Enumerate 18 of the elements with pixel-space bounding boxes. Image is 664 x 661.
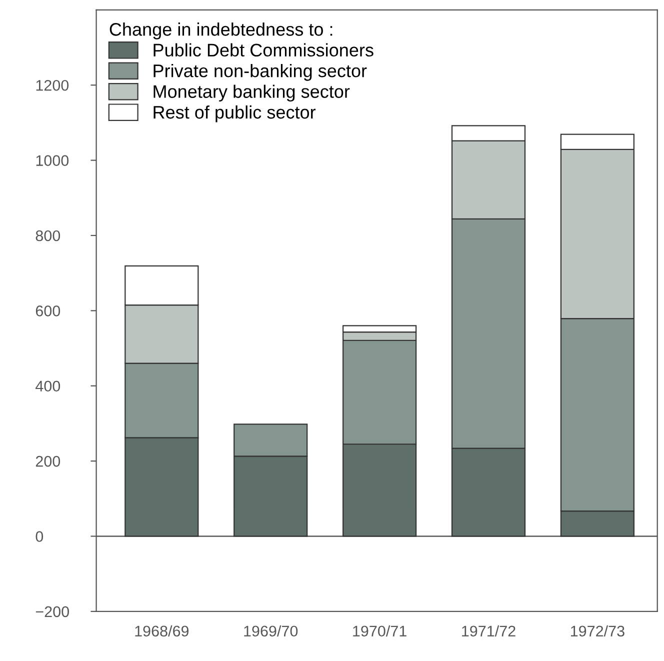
- legend-label: Public Debt Commissioners: [154, 43, 374, 57]
- x-tick-label: 1972/73: [570, 625, 624, 637]
- x-tick-label: 1970/71: [353, 625, 406, 637]
- x-tick-label: 1971/72: [462, 625, 516, 637]
- y-tick-label: 1200: [36, 80, 69, 91]
- y-tick-label: −200: [36, 606, 69, 618]
- y-tick-label: 0: [36, 531, 44, 542]
- y-tick-label: 1000: [36, 155, 69, 166]
- legend-title: Change in indebtedness to :: [110, 22, 332, 40]
- y-tick-label: 200: [36, 456, 60, 467]
- x-tick-label: 1969/70: [244, 625, 298, 637]
- y-tick-label: 600: [36, 306, 60, 316]
- legend-label: Rest of public sector: [154, 105, 316, 122]
- y-tick-label: 800: [36, 230, 60, 242]
- y-tick-label: 400: [36, 380, 60, 392]
- x-tick-label: 1968/69: [135, 625, 189, 637]
- legend-label: Monetary banking sector: [154, 84, 350, 102]
- legend-label: Private non-banking sector: [154, 64, 367, 81]
